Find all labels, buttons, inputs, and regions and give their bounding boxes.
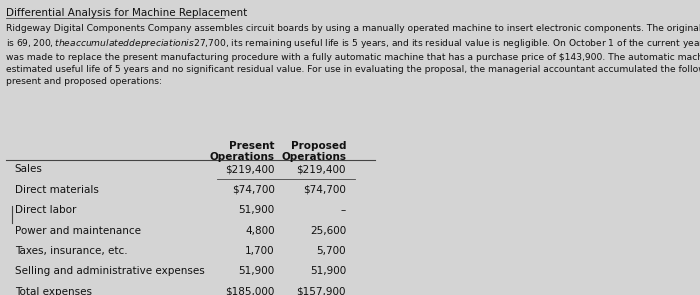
Text: 51,900: 51,900	[310, 266, 346, 276]
Text: Operations: Operations	[281, 153, 346, 163]
Text: Proposed: Proposed	[290, 141, 346, 151]
Text: Ridgeway Digital Components Company assembles circuit boards by using a manually: Ridgeway Digital Components Company asse…	[6, 24, 700, 86]
Text: $185,000: $185,000	[225, 287, 275, 295]
Text: $219,400: $219,400	[225, 164, 275, 174]
Text: Taxes, insurance, etc.: Taxes, insurance, etc.	[15, 246, 127, 256]
Text: 51,900: 51,900	[239, 266, 275, 276]
Text: –: –	[341, 205, 346, 215]
Text: Total expenses: Total expenses	[15, 287, 92, 295]
Text: Sales: Sales	[15, 164, 43, 174]
Text: 51,900: 51,900	[239, 205, 275, 215]
Text: $219,400: $219,400	[297, 164, 346, 174]
Text: 25,600: 25,600	[310, 226, 346, 236]
Text: Direct materials: Direct materials	[15, 185, 99, 195]
Text: Direct labor: Direct labor	[15, 205, 76, 215]
Text: $157,900: $157,900	[297, 287, 346, 295]
Text: 5,700: 5,700	[316, 246, 346, 256]
Text: $74,700: $74,700	[232, 185, 275, 195]
Text: Differential Analysis for Machine Replacement: Differential Analysis for Machine Replac…	[6, 8, 247, 18]
Text: 4,800: 4,800	[245, 226, 275, 236]
Text: $74,700: $74,700	[303, 185, 346, 195]
Text: Operations: Operations	[210, 153, 275, 163]
Text: 1,700: 1,700	[245, 246, 275, 256]
Text: Power and maintenance: Power and maintenance	[15, 226, 141, 236]
Text: Selling and administrative expenses: Selling and administrative expenses	[15, 266, 204, 276]
Text: Present: Present	[230, 141, 275, 151]
